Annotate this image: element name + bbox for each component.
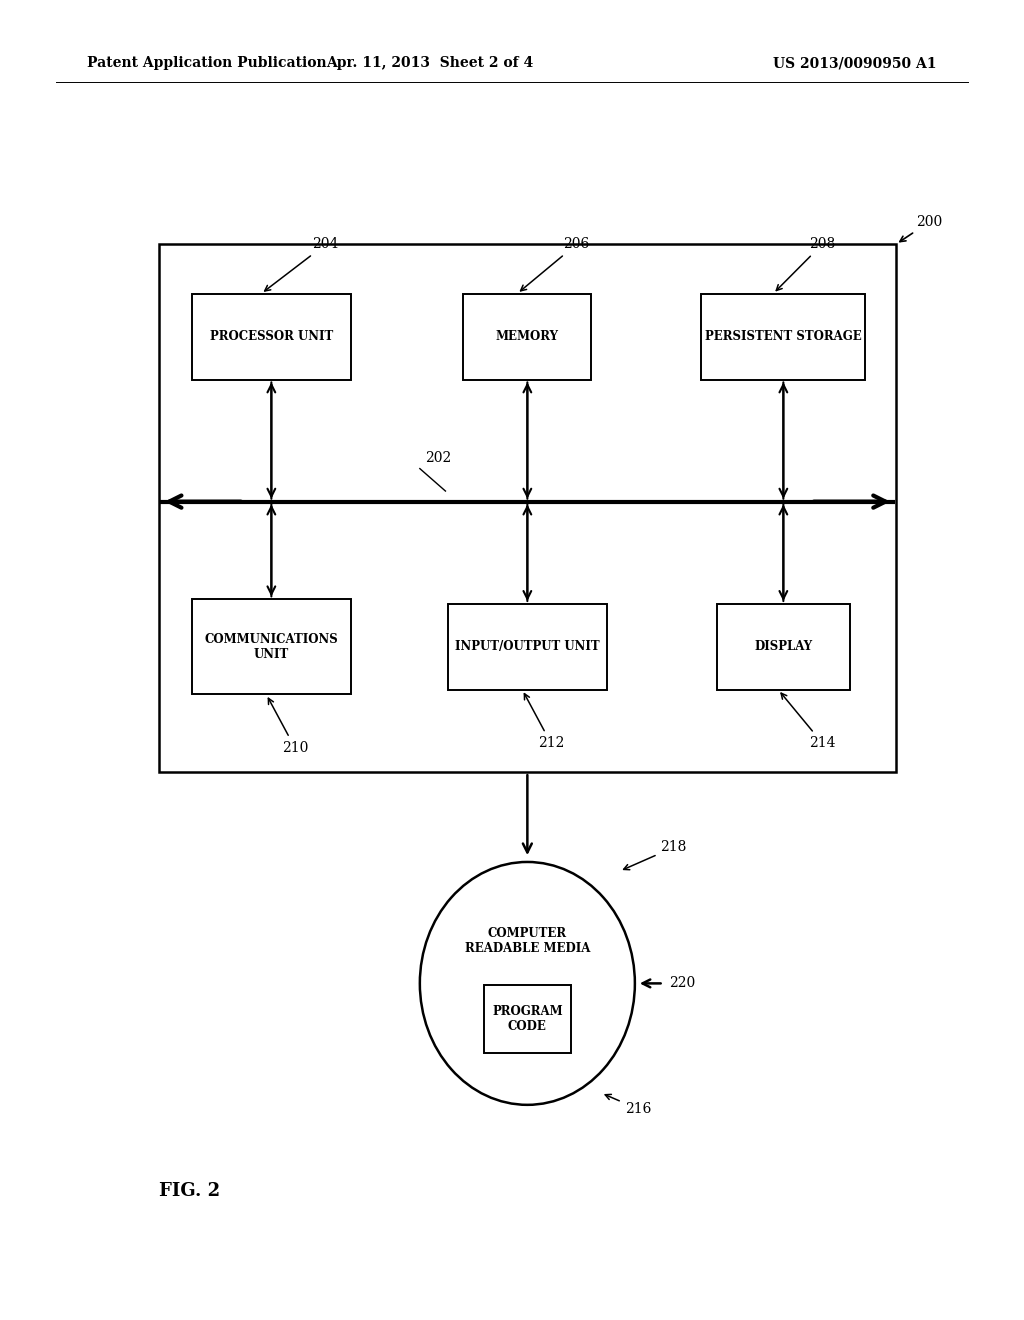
Text: DISPLAY: DISPLAY [755,640,812,653]
Text: INPUT/OUTPUT UNIT: INPUT/OUTPUT UNIT [455,640,600,653]
Text: 200: 200 [900,215,943,242]
Text: Apr. 11, 2013  Sheet 2 of 4: Apr. 11, 2013 Sheet 2 of 4 [327,57,534,70]
Text: 220: 220 [669,977,695,990]
Text: 212: 212 [524,693,564,750]
Text: MEMORY: MEMORY [496,330,559,343]
Bar [463,293,592,380]
Ellipse shape [420,862,635,1105]
Bar [701,293,865,380]
Text: US 2013/0090950 A1: US 2013/0090950 A1 [773,57,937,70]
Bar [449,605,606,689]
Bar [193,293,350,380]
Text: COMMUNICATIONS
UNIT: COMMUNICATIONS UNIT [205,632,338,661]
Text: PROGRAM
CODE: PROGRAM CODE [493,1005,562,1034]
Text: 210: 210 [268,698,308,755]
Text: 216: 216 [605,1094,651,1115]
Text: 204: 204 [264,238,339,290]
Text: PROCESSOR UNIT: PROCESSOR UNIT [210,330,333,343]
Text: 206: 206 [520,238,590,290]
Text: COMPUTER
READABLE MEDIA: COMPUTER READABLE MEDIA [465,927,590,956]
Text: 208: 208 [776,238,836,290]
Text: 218: 218 [624,841,687,870]
Bar [193,599,350,694]
Bar [159,244,896,772]
Bar [484,985,571,1053]
Text: PERSISTENT STORAGE: PERSISTENT STORAGE [705,330,862,343]
Bar [717,605,850,689]
Text: 214: 214 [781,693,836,750]
Text: 202: 202 [425,450,452,465]
Text: FIG. 2: FIG. 2 [159,1181,220,1200]
Text: Patent Application Publication: Patent Application Publication [87,57,327,70]
